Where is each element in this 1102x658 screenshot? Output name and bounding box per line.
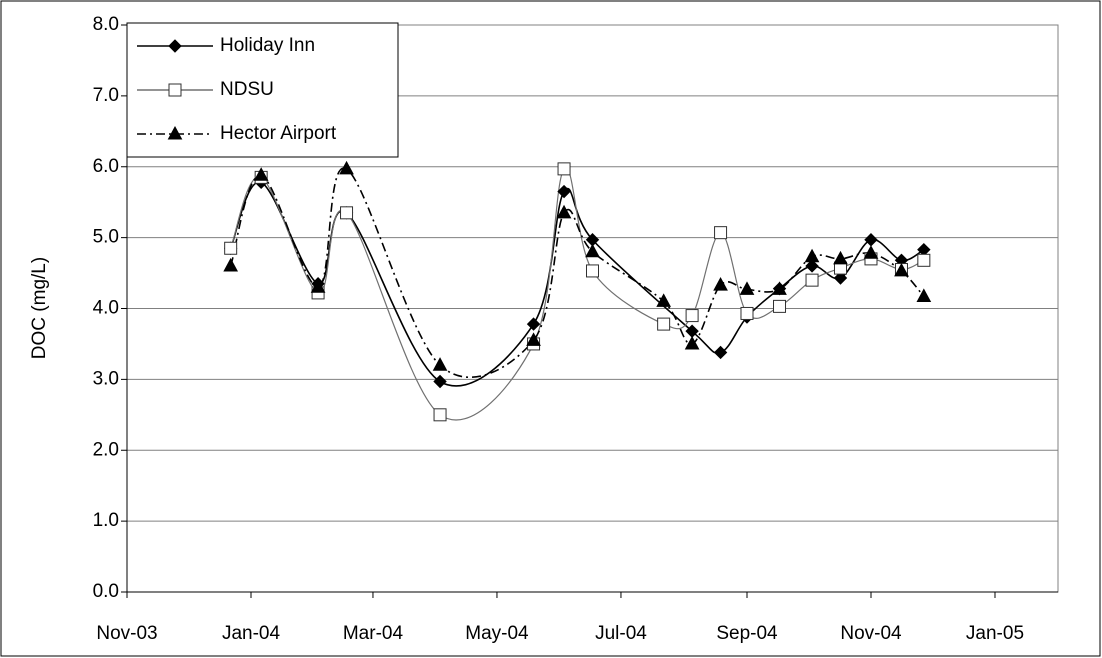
- data-point: [713, 345, 728, 360]
- data-point: [714, 226, 728, 240]
- data-point: [223, 257, 239, 272]
- legend-label: Holiday Inn: [220, 35, 315, 56]
- data-point: [713, 277, 728, 291]
- data-point: [557, 162, 571, 176]
- data-point: [310, 279, 326, 293]
- y-tick-label: 7.0: [93, 85, 119, 106]
- y-tick-label: 3.0: [93, 368, 119, 389]
- data-point: [894, 262, 909, 277]
- data-point: [833, 250, 848, 265]
- x-tick-label: Sep-04: [716, 623, 778, 644]
- data-point: [433, 374, 447, 389]
- y-tick-label: 6.0: [93, 156, 119, 177]
- x-tick-label: May-04: [465, 623, 529, 644]
- y-tick-label: 0.0: [93, 581, 119, 602]
- data-point: [805, 273, 819, 287]
- data-point: [585, 243, 600, 258]
- legend-label: NDSU: [220, 79, 274, 100]
- data-point: [684, 335, 700, 350]
- data-point: [340, 206, 354, 220]
- data-point: [526, 317, 541, 331]
- data-point: [916, 288, 932, 302]
- data-point: [339, 160, 354, 175]
- y-axis-label: DOC (mg/L): [29, 257, 50, 359]
- data-point: [772, 281, 787, 295]
- data-point: [804, 248, 820, 263]
- data-point: [739, 281, 755, 295]
- y-tick-label: 2.0: [93, 439, 119, 460]
- data-point: [556, 204, 572, 219]
- y-tick-label: 1.0: [93, 510, 119, 531]
- legend-marker: [167, 125, 183, 140]
- data-point: [917, 253, 931, 267]
- x-tick-label: Nov-03: [96, 623, 157, 644]
- y-tick-label: 5.0: [93, 227, 119, 248]
- x-tick-label: Mar-04: [343, 623, 404, 644]
- y-tick-label: 8.0: [93, 14, 119, 35]
- data-point: [657, 317, 671, 331]
- data-point: [805, 259, 819, 273]
- x-tick-label: Jan-04: [222, 623, 281, 644]
- data-point: [432, 357, 448, 371]
- data-point: [740, 306, 754, 320]
- data-point: [656, 293, 671, 307]
- data-point: [253, 167, 269, 181]
- x-tick-label: Jan-05: [966, 623, 1024, 644]
- legend-marker: [168, 39, 182, 53]
- data-point: [833, 271, 848, 285]
- data-point: [433, 408, 447, 422]
- data-point: [586, 264, 599, 278]
- data-point: [224, 241, 238, 255]
- data-point: [773, 299, 787, 313]
- y-tick-label: 4.0: [93, 298, 119, 319]
- data-point: [685, 309, 699, 323]
- x-tick-label: Jul-04: [595, 623, 647, 644]
- legend-label: Hector Airport: [220, 123, 337, 144]
- x-tick-label: Nov-04: [840, 623, 902, 644]
- data-point: [863, 245, 879, 259]
- legend-marker: [168, 83, 182, 97]
- data-point: [526, 332, 541, 346]
- data-point: [557, 184, 571, 199]
